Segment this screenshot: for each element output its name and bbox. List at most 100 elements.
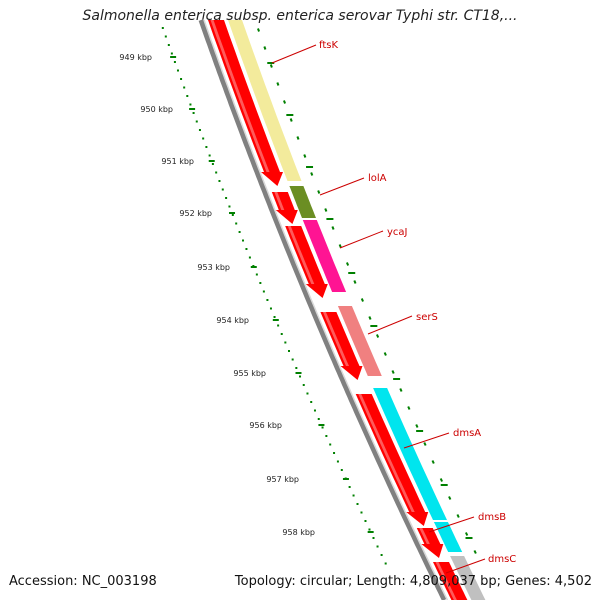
dot-mark bbox=[317, 418, 320, 420]
dot-mark bbox=[273, 316, 276, 318]
gene-feature-lolA bbox=[289, 186, 316, 218]
dot-mark bbox=[215, 171, 218, 174]
dot-mark bbox=[280, 333, 283, 335]
dot-mark bbox=[259, 282, 262, 284]
track-tick bbox=[415, 424, 419, 428]
dot-mark bbox=[352, 494, 355, 497]
dot-mark bbox=[364, 520, 367, 522]
track-tick bbox=[391, 370, 395, 374]
kbp-tick-labels: 949 kbp 950 kbp 951 kbp 952 kbp 953 kbp … bbox=[119, 53, 315, 537]
genome-backbone bbox=[198, 19, 449, 600]
track-tick bbox=[399, 388, 403, 392]
dot-mark bbox=[310, 401, 313, 403]
right-tick-track bbox=[257, 28, 477, 554]
dot-mark bbox=[208, 154, 211, 157]
dot-mark bbox=[176, 69, 179, 72]
track-tick bbox=[376, 334, 380, 338]
track-tick bbox=[360, 298, 364, 302]
dot-mark bbox=[173, 61, 176, 63]
track-tick bbox=[303, 154, 307, 158]
dot-mark bbox=[266, 299, 269, 301]
dot-mark bbox=[211, 163, 214, 165]
dot-mark bbox=[186, 95, 189, 97]
dot-mark bbox=[238, 231, 241, 233]
dot-mark bbox=[255, 273, 258, 276]
tick-label-958: 958 kbp bbox=[282, 528, 315, 537]
gene-label-ycaJ: ycaJ bbox=[387, 227, 408, 238]
gene-feature-dmsA bbox=[373, 388, 447, 520]
dot-mark bbox=[291, 358, 294, 361]
dot-mark bbox=[198, 129, 201, 131]
gene-feature-ycaJ bbox=[302, 220, 347, 292]
gene-label-serS: serS bbox=[416, 312, 438, 323]
gene-leader-line bbox=[271, 44, 317, 64]
dot-mark bbox=[242, 239, 245, 242]
track-tick bbox=[324, 208, 328, 212]
track-tick bbox=[310, 172, 314, 176]
dot-mark bbox=[202, 137, 205, 140]
dot-mark bbox=[192, 112, 195, 114]
dot-mark bbox=[302, 384, 305, 386]
tick-label-950: 950 kbp bbox=[140, 105, 173, 114]
cds-highlight bbox=[287, 226, 315, 284]
dot-mark bbox=[231, 214, 234, 216]
dot-mark bbox=[221, 188, 224, 191]
track-tick bbox=[296, 136, 300, 140]
tick-label-949: 949 kbp bbox=[119, 53, 152, 62]
track-tick bbox=[383, 352, 387, 356]
tick-label-956: 956 kbp bbox=[249, 421, 282, 430]
gene-leader-line bbox=[445, 558, 486, 574]
track-tick bbox=[368, 316, 372, 320]
cds-track bbox=[208, 20, 468, 600]
dot-mark bbox=[228, 205, 231, 208]
track-tick bbox=[439, 478, 443, 482]
dot-mark bbox=[368, 528, 371, 531]
dot-mark bbox=[195, 120, 198, 123]
backbone-highlight bbox=[203, 19, 449, 600]
gene-leader-line bbox=[339, 230, 384, 249]
dot-mark bbox=[245, 248, 248, 250]
dot-mark bbox=[277, 324, 280, 327]
dot-mark bbox=[299, 375, 302, 378]
gene-feature-ftsK bbox=[228, 20, 302, 181]
cds-highlight bbox=[210, 20, 270, 172]
dot-mark bbox=[356, 503, 359, 505]
dot-mark bbox=[183, 86, 186, 89]
gene-label-dmsC: dmsC bbox=[488, 554, 516, 565]
dot-mark bbox=[262, 290, 265, 293]
dot-mark bbox=[284, 341, 287, 344]
track-tick bbox=[276, 82, 280, 86]
dot-mark bbox=[336, 460, 339, 463]
dot-mark bbox=[376, 545, 379, 548]
map-title: Salmonella enterica subsp. enterica sero… bbox=[82, 8, 518, 24]
gene-leader-line bbox=[319, 177, 365, 196]
track-tick bbox=[464, 532, 469, 536]
gene-feature-serS bbox=[337, 306, 382, 376]
track-tick bbox=[338, 244, 342, 248]
dot-mark bbox=[360, 511, 363, 514]
dot-mark bbox=[329, 443, 332, 446]
tick-label-955: 955 kbp bbox=[233, 369, 266, 378]
dot-mark bbox=[348, 486, 351, 488]
track-tick bbox=[448, 496, 452, 500]
accession-label: Accession: NC_003198 bbox=[9, 574, 157, 589]
dot-mark bbox=[380, 554, 383, 556]
track-tick bbox=[269, 64, 273, 68]
dot-mark bbox=[248, 256, 251, 259]
dot-mark bbox=[306, 392, 309, 395]
dot-mark bbox=[167, 44, 170, 46]
track-tick bbox=[431, 460, 435, 464]
backbone-line bbox=[198, 19, 447, 600]
gene-leader-line bbox=[428, 516, 475, 533]
dot-mark bbox=[333, 452, 336, 454]
dot-mark bbox=[313, 409, 316, 412]
dot-mark bbox=[287, 350, 290, 352]
dot-mark bbox=[225, 197, 228, 199]
dot-mark bbox=[321, 426, 324, 429]
dot-mark bbox=[164, 35, 167, 38]
cds-highlight bbox=[274, 192, 285, 210]
dot-mark bbox=[295, 367, 298, 369]
track-tick bbox=[346, 262, 350, 266]
dot-mark bbox=[340, 469, 343, 471]
